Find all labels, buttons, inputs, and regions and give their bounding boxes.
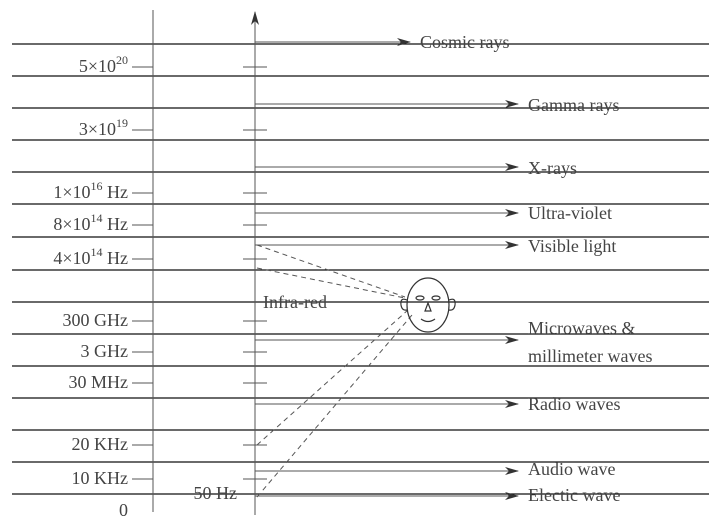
frequency-base: 5×10	[79, 56, 116, 76]
frequency-unit: Hz	[103, 248, 129, 268]
frequency-label: 3 GHz	[81, 341, 129, 361]
frequency-label: 300 GHz	[63, 310, 129, 330]
sight-lines	[257, 245, 412, 497]
frequency-label: 8×1014 Hz	[53, 211, 128, 234]
frequency-base: 3×10	[79, 119, 116, 139]
frequency-exponent: 19	[116, 116, 128, 130]
frequency-label: 50 Hz	[194, 483, 238, 503]
band-label: Microwaves &	[528, 318, 635, 338]
frequency-exponent: 14	[91, 211, 103, 225]
band-label: X-rays	[528, 158, 577, 178]
band-label: Radio waves	[528, 394, 620, 414]
band-label: Audio wave	[528, 459, 615, 479]
frequency-label: 30 MHz	[69, 372, 129, 392]
band-label: Visible light	[528, 236, 616, 256]
frequency-unit: Hz	[103, 214, 129, 234]
frequency-base: 4×10	[53, 248, 90, 268]
frequency-base: 8×10	[53, 214, 90, 234]
spectrum-diagram: 5×10203×10191×1016 Hz8×1014 Hz4×1014 Hz3…	[0, 0, 709, 522]
band-label: millimeter waves	[528, 346, 652, 366]
frequency-base: 50 Hz	[194, 483, 238, 503]
frequency-base: 1×10	[53, 182, 90, 202]
frequency-base: 20 KHz	[72, 434, 129, 454]
frequency-label: 20 KHz	[72, 434, 129, 454]
frequency-label: 0	[119, 500, 128, 520]
band-label: Gamma rays	[528, 95, 619, 115]
frequency-unit: Hz	[103, 182, 129, 202]
band-label: Cosmic rays	[420, 32, 510, 52]
frequency-base: 0	[119, 500, 128, 520]
frequency-label: 1×1016 Hz	[53, 179, 128, 202]
frequency-base: 30 MHz	[69, 372, 129, 392]
frequency-label: 5×1020	[79, 53, 128, 76]
frequency-label: 10 KHz	[72, 468, 129, 488]
face-icon	[401, 278, 455, 332]
frequency-base: 10 KHz	[72, 468, 129, 488]
frequency-exponent: 14	[91, 245, 103, 259]
frequency-base: 300 GHz	[63, 310, 129, 330]
band-arrows	[255, 42, 518, 496]
frequency-exponent: 20	[116, 53, 128, 67]
frequency-base: 3 GHz	[81, 341, 129, 361]
frequency-label: 4×1014 Hz	[53, 245, 128, 268]
band-label: Electic wave	[528, 485, 620, 505]
frequency-exponent: 16	[91, 179, 103, 193]
frequency-label: 3×1019	[79, 116, 128, 139]
band-label: Infra-red	[263, 292, 327, 312]
band-label: Ultra-violet	[528, 203, 612, 223]
axes	[132, 10, 267, 515]
